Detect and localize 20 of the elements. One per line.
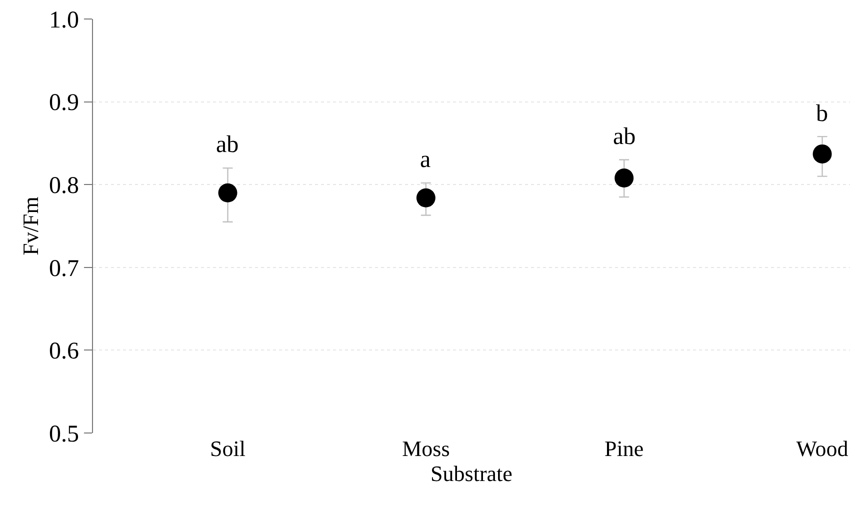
y-tick-label: 0.5 [49, 421, 80, 448]
y-tick-label: 0.6 [49, 338, 80, 365]
y-tick-label: 0.8 [49, 173, 80, 199]
x-tick-label: Soil [210, 436, 246, 461]
annotation: ab [216, 132, 239, 158]
x-tick-label: Pine [604, 436, 644, 461]
y-axis-title: Fv/Fm [18, 196, 43, 256]
point [812, 144, 832, 164]
x-axis-title: Substrate [430, 461, 512, 486]
annotation: ab [613, 124, 636, 150]
point [218, 183, 238, 202]
x-tick-label: Moss [402, 436, 450, 461]
annotation: a [420, 147, 431, 173]
annotation: b [816, 101, 828, 127]
point [614, 168, 634, 188]
x-tick-label: Wood [796, 436, 848, 461]
y-tick-label: 0.7 [49, 256, 80, 282]
y-tick-label: 1.0 [49, 7, 80, 34]
point [416, 188, 436, 208]
y-tick-label: 0.9 [49, 90, 80, 116]
